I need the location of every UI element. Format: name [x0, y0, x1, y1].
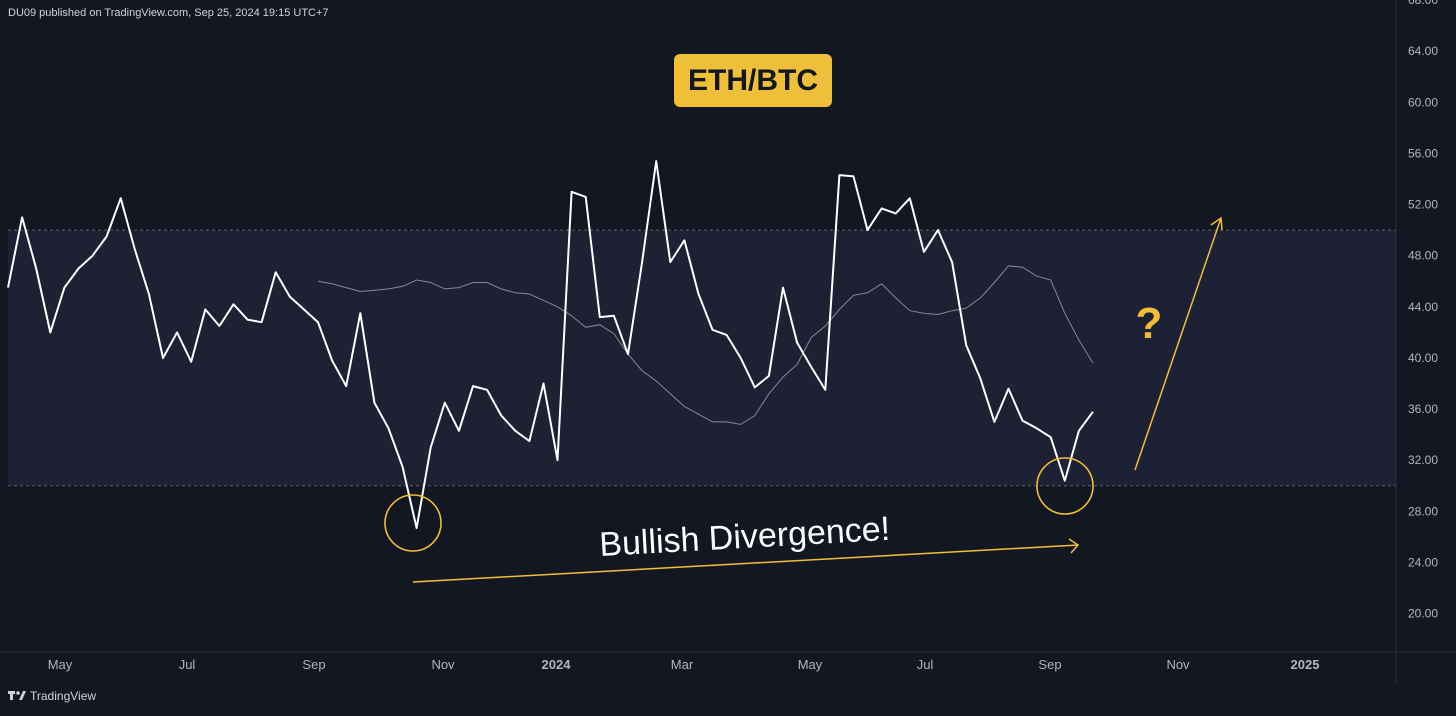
rsi-series-line: [7, 160, 1094, 529]
x-tick-label: Nov: [1166, 657, 1190, 672]
up-arrow-head: [1210, 216, 1223, 231]
divergence-arrow-head: [1068, 538, 1080, 554]
tradingview-brand-label: TradingView: [30, 689, 96, 703]
rsi-band-fill: [8, 230, 1396, 486]
question-mark: ?: [1136, 299, 1163, 348]
x-tick-label: Jul: [179, 657, 196, 672]
x-tick-label: Mar: [671, 657, 694, 672]
low-circle-2023: [384, 494, 442, 552]
y-tick-label: 44.00: [1408, 300, 1438, 314]
title-badge-text: ETH/BTC: [688, 64, 818, 97]
y-tick-label: 68.00: [1408, 0, 1438, 7]
x-tick-label: May: [48, 657, 73, 672]
x-tick-label: May: [798, 657, 823, 672]
y-tick-label: 48.00: [1408, 249, 1438, 263]
divergence-arrow-line: [412, 544, 1079, 583]
low-circle-2024: [1036, 457, 1094, 515]
y-tick-label: 28.00: [1408, 504, 1438, 518]
title-badge: ETH/BTC: [674, 54, 832, 107]
x-tick-label: Sep: [1038, 657, 1061, 672]
price-scale[interactable]: 20.00 24.00 28.00 32.00 36.00 40.00 44.00 48.00…: [1408, 0, 1438, 621]
x-tick-label: Sep: [302, 657, 325, 672]
tradingview-logo-icon: [8, 691, 26, 700]
x-tick-label: 2024: [542, 657, 572, 672]
y-tick-label: 24.00: [1408, 556, 1438, 570]
publish-info: DU09 published on TradingView.com, Sep 2…: [8, 7, 329, 19]
footer-bar: [0, 685, 1456, 711]
y-tick-label: 56.00: [1408, 146, 1438, 160]
y-tick-label: 52.00: [1408, 198, 1438, 212]
y-tick-label: 60.00: [1408, 95, 1438, 109]
y-tick-label: 64.00: [1408, 44, 1438, 58]
y-tick-label: 32.00: [1408, 453, 1438, 467]
x-tick-label: Jul: [917, 657, 934, 672]
x-tick-label: 2025: [1291, 657, 1320, 672]
y-tick-label: 40.00: [1408, 351, 1438, 365]
time-scale[interactable]: May Jul Sep Nov 2024 Mar May Jul Sep Nov 2025: [48, 657, 1320, 672]
x-tick-label: Nov: [431, 657, 455, 672]
up-arrow-line: [1134, 217, 1222, 471]
y-tick-label: 36.00: [1408, 402, 1438, 416]
tradingview-logo[interactable]: TradingView: [8, 689, 96, 703]
ma-series-line: [317, 265, 1094, 425]
plot-area[interactable]: [7, 160, 1094, 529]
y-tick-label: 20.00: [1408, 607, 1438, 621]
